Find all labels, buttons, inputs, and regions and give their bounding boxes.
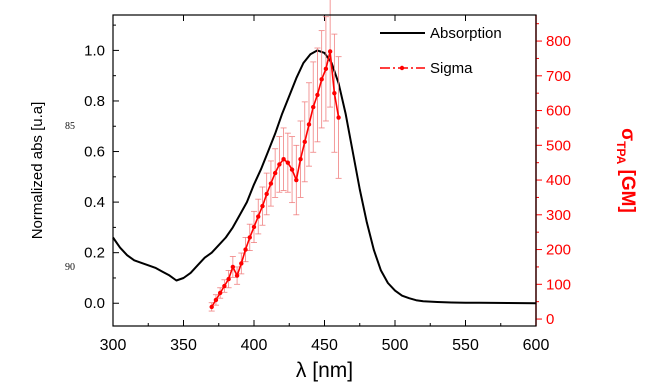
sigma-point [336,115,341,120]
sigma-point [230,264,236,270]
y-left-tick-label: 0.2 [84,245,105,262]
legend: Absorption Sigma [380,25,502,77]
x-tick-label: 300 [100,337,127,354]
sigma-point [319,77,324,82]
sigma-point [226,276,231,282]
y-right-tick-label: 800 [546,33,571,50]
sigma-point [302,139,307,145]
bottom-axis: 300 350 400 450 500 550 600 [100,15,550,354]
y-axis-label-right-subscript: TPA [614,141,628,164]
y-right-tick-label: 0 [546,311,554,328]
y-left-tick-label: 0.4 [84,194,105,211]
y-left-tick-label: 1.0 [84,42,105,59]
sigma-point [281,157,286,162]
sigma-point [277,162,282,167]
y-left-tick-label: 0.0 [84,295,105,312]
sigma-point [222,283,227,289]
y-right-tick-label: 300 [546,207,571,224]
sigma-point [247,235,252,240]
sigma-point [256,214,261,219]
sigma-point [332,90,337,96]
margin-note: 85 [65,121,75,132]
sigma-point [239,261,244,266]
y-axis-label-right-unit: [GM] [617,164,638,213]
y-right-tick-label: 400 [546,172,571,189]
y-right-tick-label: 500 [546,137,571,154]
sigma-point [264,191,269,197]
absorption-curve [112,49,537,305]
sigma-point [268,181,274,186]
plot-frame [112,14,537,327]
right-axis: 0 100 200 300 400 500 600 700 800 [535,15,571,328]
x-tick-label: 400 [241,337,268,354]
x-tick-label: 350 [170,337,197,354]
sigma-point [209,304,214,310]
sigma-point [272,170,278,176]
sigma-point [323,66,329,72]
sigma-point [298,157,303,162]
sigma-point [315,92,320,98]
x-tick-label: 600 [523,337,550,354]
sigma-point [243,247,248,252]
sigma-point [285,160,291,165]
y-right-tick-label: 700 [546,68,571,85]
sigma-point [213,297,219,303]
y-right-tick-label: 200 [546,242,571,259]
legend-marker-sigma [399,65,405,71]
sigma-point [294,177,299,183]
y-right-tick-label: 600 [546,103,571,120]
sigma-point [311,104,316,110]
x-axis-label: λ [nm] [296,359,353,382]
x-tick-label: 550 [452,337,479,354]
left-axis: 0.0 0.2 0.4 0.6 0.8 1.0 [84,24,119,312]
legend-label-absorption: Absorption [430,25,502,42]
sigma-point [234,273,240,278]
sigma-point [289,167,295,172]
y-left-tick-label: 0.8 [84,93,105,110]
sigma-point [251,224,257,230]
y-right-tick-label: 100 [546,276,571,293]
sigma-point [260,203,265,209]
x-tick-label: 500 [382,337,409,354]
sigma-point [217,290,223,296]
sigma-point [327,49,333,54]
x-tick-label: 450 [311,337,338,354]
y-left-tick-label: 0.6 [84,144,105,161]
sigma-point [306,122,312,127]
plot-series [112,0,537,312]
legend-label-sigma: Sigma [430,60,473,77]
y-axis-label-right: σTPA [GM] [614,128,638,213]
y-axis-label-left: Normalized abs [u.a] [29,102,46,240]
margin-note: 90 [65,262,75,273]
y-axis-label-right-symbol: σ [617,128,638,141]
